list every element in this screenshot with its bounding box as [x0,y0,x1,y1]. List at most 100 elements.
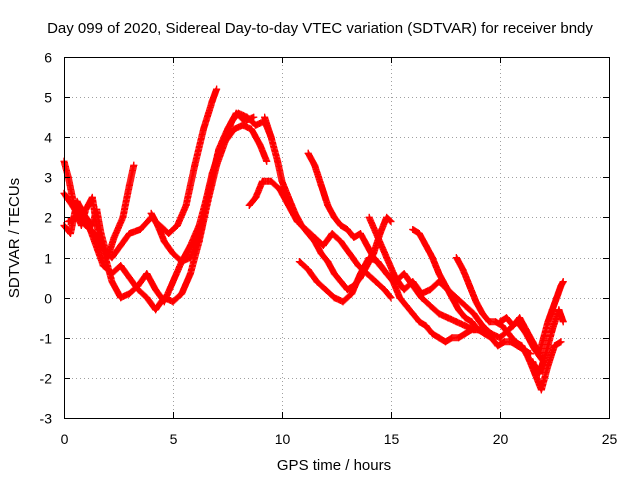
data-point [143,270,151,278]
data-point [522,326,530,334]
data-point [117,294,125,302]
data-point [169,278,177,286]
data-point [200,125,207,133]
data-point [544,318,552,326]
data-point [374,258,382,266]
data-point [455,334,463,342]
data-point [169,250,177,257]
data-point [202,201,210,209]
series-sat-track-12 [452,254,565,394]
data-point [311,161,319,169]
data-point [548,306,556,314]
data-point [119,213,127,221]
data-point [147,209,155,217]
data-point [143,294,151,302]
data-point [422,242,430,249]
data-point [152,286,160,294]
data-point [82,213,90,221]
data-point [256,141,264,149]
data-point [134,282,142,290]
y-tick-label: 1 [44,251,52,267]
data-point [535,370,543,378]
data-point [391,274,399,282]
data-point [267,177,275,185]
data-point [343,286,351,294]
data-point [509,322,517,330]
data-point [330,213,338,221]
y-tick-label: 4 [44,130,52,146]
data-point [278,177,286,185]
data-point [73,213,81,221]
data-point [415,318,423,326]
data-point [479,310,487,318]
data-point [383,213,391,221]
tick-layer: 0 5 10 15 20 25 -3 -2 -1 0 1 2 3 4 5 6 [40,50,618,448]
series-sat-track-5 [147,109,258,266]
data-point [448,294,456,302]
data-point [381,286,388,294]
data-point [409,226,417,233]
data-point [165,230,173,237]
data-point [387,294,395,302]
data-point [363,242,371,249]
data-point [418,290,425,298]
data-point [169,298,177,306]
series-sat-track-8 [304,149,476,346]
data-point [330,294,338,302]
y-tick-label: -2 [40,371,53,387]
data-point [428,330,436,338]
data-point [422,322,430,330]
data-point [311,238,319,245]
data-point [324,258,332,266]
data-point [348,290,356,298]
data-point [485,318,493,326]
data-point [295,258,303,266]
data-point [178,290,186,298]
data-point [529,358,537,366]
data-point [328,230,336,237]
data-point [461,302,469,310]
y-tick-label: -3 [40,411,53,427]
data-point [285,193,292,201]
data-point [317,250,325,257]
data-point [553,294,561,302]
data-point [91,230,98,237]
data-point [304,266,312,274]
data-point [472,298,480,306]
data-point [461,322,469,330]
data-point [186,254,194,262]
data-point [461,314,469,322]
data-point [258,177,266,185]
data-point [241,117,249,125]
data-point [387,218,395,225]
data-point [245,201,253,209]
data-point [396,294,404,302]
data-point [372,278,380,286]
data-point [125,181,133,189]
data-point [409,278,417,286]
data-point [160,298,168,306]
data-point [444,314,452,322]
data-point [459,266,467,274]
data-point [191,161,199,169]
data-point [252,193,260,201]
data-point [455,306,463,314]
data-point [160,238,168,245]
data-point [125,230,133,237]
data-point [540,334,548,342]
data-point [319,242,327,249]
x-tick-label: 15 [384,431,400,447]
data-point [173,222,181,229]
data-point [535,350,543,358]
data-point [496,318,504,326]
data-point [154,222,162,229]
data-point [208,97,216,105]
data-point [428,254,436,262]
plot-frame [64,57,610,419]
data-point [494,342,502,350]
y-tick-label: 6 [44,50,52,66]
x-tick-label: 20 [493,431,509,447]
x-tick-label: 0 [61,431,69,447]
data-point [136,226,144,233]
data-point [383,270,391,278]
